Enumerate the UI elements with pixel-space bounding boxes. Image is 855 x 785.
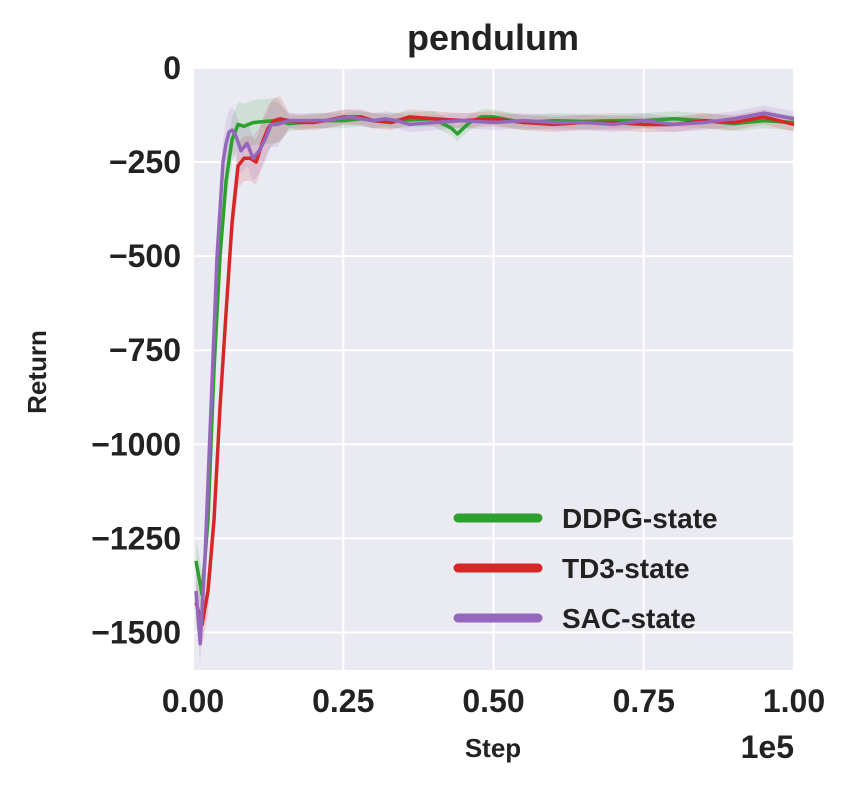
- y-tick-label: 0: [163, 50, 181, 86]
- legend-label: TD3-state: [562, 553, 690, 584]
- y-tick-label: −750: [109, 332, 181, 368]
- y-tick-label: −1500: [91, 614, 181, 650]
- x-tick-label: 0.75: [613, 683, 675, 719]
- line-sac-state: [194, 111, 795, 646]
- band-td3-state: [196, 96, 794, 648]
- y-tick-label: −250: [109, 144, 181, 180]
- x-tick-label: 1.00: [763, 683, 825, 719]
- x-tick-label: 0.50: [462, 683, 524, 719]
- x-axis-offset-label: 1e5: [741, 729, 794, 765]
- y-tick-label: −1000: [91, 426, 181, 462]
- x-tick-label: 0.00: [162, 683, 224, 719]
- x-tick-label: 0.25: [312, 683, 374, 719]
- legend-label: DDPG-state: [562, 503, 718, 534]
- legend-label: SAC-state: [562, 603, 696, 634]
- x-axis-label: Step: [465, 733, 521, 763]
- y-axis-ticks: 0 −250 −500 −750 −1000 −1250 −1500: [91, 50, 181, 650]
- grid-lines: [192, 67, 795, 670]
- y-tick-label: −1250: [91, 520, 181, 556]
- y-axis-label: Return: [22, 330, 52, 414]
- legend: DDPG-state TD3-state SAC-state: [453, 503, 718, 634]
- y-tick-label: −500: [109, 238, 181, 274]
- series-lines: [194, 111, 795, 646]
- x-axis-ticks: 0.00 0.25 0.50 0.75 1.00: [162, 683, 825, 719]
- chart-title: pendulum: [407, 17, 579, 58]
